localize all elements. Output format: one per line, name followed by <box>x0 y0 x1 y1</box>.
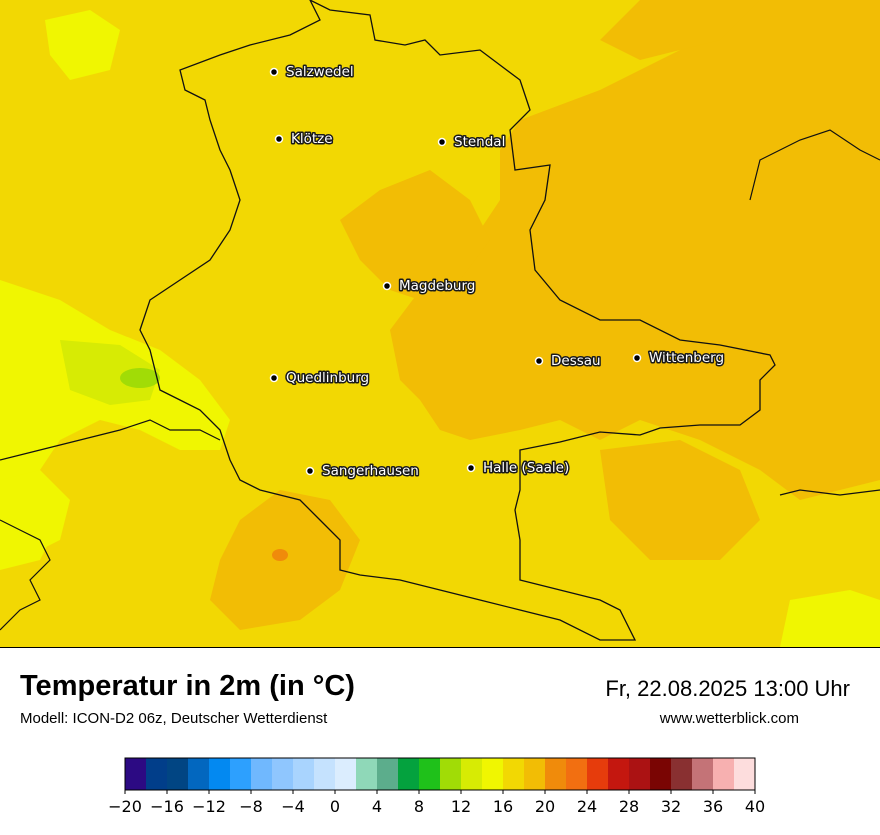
cool-region-southwest <box>0 470 70 560</box>
legend-tick-label: −16 <box>150 797 184 816</box>
legend-swatch <box>251 758 273 790</box>
city-dot <box>437 137 447 147</box>
legend-tick-label: 32 <box>661 797 681 816</box>
state-border <box>139 0 776 641</box>
legend-swatch <box>188 758 210 790</box>
legend-swatch <box>713 758 735 790</box>
legend-swatch <box>503 758 525 790</box>
green-spot <box>120 368 160 388</box>
city-label: Quedlinburg <box>286 370 369 386</box>
legend-swatch <box>272 758 294 790</box>
legend-tick-label: 12 <box>451 797 471 816</box>
city-label: Dessau <box>551 353 601 369</box>
model-subtitle: Modell: ICON-D2 06z, Deutscher Wetterdie… <box>20 710 328 727</box>
legend-tick-label: 28 <box>619 797 639 816</box>
legend-tick-label: 40 <box>745 797 765 816</box>
legend-tick-label: 8 <box>414 797 424 816</box>
city-label: Wittenberg <box>649 350 724 366</box>
region-border-west <box>0 419 221 631</box>
green-region <box>60 340 160 405</box>
map-title: Temperatur in 2m (in °C) <box>20 670 355 702</box>
legend-swatch <box>734 758 756 790</box>
legend-tick-label: 0 <box>330 797 340 816</box>
legend-swatch <box>419 758 441 790</box>
legend-swatch <box>671 758 693 790</box>
legend-swatch <box>335 758 357 790</box>
cool-region-northwest <box>45 10 120 80</box>
legend-swatch <box>146 758 168 790</box>
legend-tick-label: 36 <box>703 797 723 816</box>
legend-swatch <box>356 758 378 790</box>
legend-swatch <box>587 758 609 790</box>
city-dot <box>274 134 284 144</box>
legend-swatch <box>314 758 336 790</box>
website-link[interactable]: www.wetterblick.com <box>659 710 799 727</box>
city-label: Salzwedel <box>286 64 354 80</box>
legend-swatch <box>209 758 231 790</box>
legend-swatch <box>377 758 399 790</box>
color-legend: −20 −16 −12 −8 −4 0 4 8 12 16 20 24 28 32 36 40 <box>0 750 880 830</box>
city-label: Stendal <box>454 134 505 150</box>
legend-swatch <box>293 758 315 790</box>
warm-region-north <box>600 0 760 60</box>
city-dot <box>466 463 476 473</box>
legend-swatch <box>167 758 189 790</box>
hot-spot <box>272 549 288 561</box>
city-dot <box>269 373 279 383</box>
cool-region-bottom-right <box>780 590 880 647</box>
city-label: Klötze <box>291 131 333 147</box>
legend-tick-label: 24 <box>577 797 597 816</box>
legend-swatch <box>608 758 630 790</box>
legend-swatch <box>650 758 672 790</box>
legend-swatch <box>398 758 420 790</box>
legend-swatch <box>230 758 252 790</box>
warm-region-southeast <box>600 440 760 560</box>
legend-tick-label: 16 <box>493 797 513 816</box>
city-dot <box>632 353 642 363</box>
region-border-east <box>749 129 880 496</box>
legend-swatch <box>692 758 714 790</box>
legend-frame <box>124 757 756 791</box>
temperature-map: Salzwedel Klötze Stendal Magdeburg Dessau Wit… <box>0 0 880 648</box>
legend-swatch <box>545 758 567 790</box>
warm-region-east <box>390 0 880 500</box>
city-dot <box>382 281 392 291</box>
legend-tick-label: −12 <box>192 797 226 816</box>
forecast-datetime: Fr, 22.08.2025 13:00 Uhr <box>605 676 850 701</box>
legend-canvas: −20 −16 −12 −8 −4 0 4 8 12 16 20 24 28 32 36 40 <box>108 757 765 816</box>
city-markers: Salzwedel Klötze Stendal Magdeburg Dessau Wit… <box>269 63 726 481</box>
legend-swatch <box>440 758 462 790</box>
warm-region-south <box>210 490 360 630</box>
city-dot <box>305 466 315 476</box>
city-label: Sangerhausen <box>322 463 419 479</box>
legend-tick-label: −20 <box>108 797 142 816</box>
legend-swatch <box>629 758 651 790</box>
city-dot <box>534 356 544 366</box>
city-label: Halle (Saale) <box>483 460 569 476</box>
legend-swatch <box>482 758 504 790</box>
legend-tick-label: −8 <box>239 797 263 816</box>
city-dot <box>269 67 279 77</box>
legend-tick-label: −4 <box>281 797 305 816</box>
warm-region-center <box>340 170 490 300</box>
legend-swatch <box>566 758 588 790</box>
city-label: Magdeburg <box>399 278 475 294</box>
map-canvas: Salzwedel Klötze Stendal Magdeburg Dessau Wit… <box>0 0 880 647</box>
cool-region-west <box>0 280 230 570</box>
legend-tick-label: 4 <box>372 797 382 816</box>
legend-swatch <box>524 758 546 790</box>
legend-tick-label: 20 <box>535 797 555 816</box>
legend-swatch <box>125 758 147 790</box>
legend-swatch <box>461 758 483 790</box>
